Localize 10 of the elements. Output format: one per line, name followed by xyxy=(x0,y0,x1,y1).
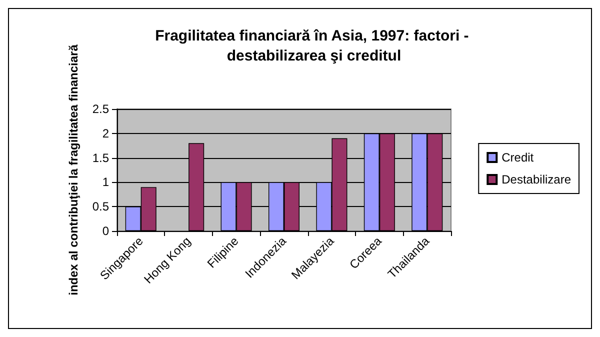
y-axis-title: index al contribuţiei la fragilitatea financiară xyxy=(66,44,80,296)
y-tick-label: 1.5 xyxy=(92,150,110,165)
chart-title: Fragilitatea financiară în Asia, 1997: factori - destabilizarea şi creditul xyxy=(155,28,473,64)
y-tick-label: 1 xyxy=(102,175,110,190)
legend-label: Destabilizare xyxy=(502,172,572,186)
y-tick-label: 0.5 xyxy=(92,200,110,214)
y-tick-label: 2 xyxy=(102,126,110,140)
y-tick-label: 0 xyxy=(102,224,110,238)
y-tick-label: 2.5 xyxy=(92,102,110,116)
legend-label: Credit xyxy=(502,150,534,164)
